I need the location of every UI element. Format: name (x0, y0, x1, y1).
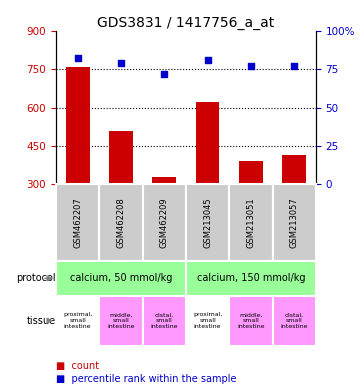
Bar (56, 261, 186, 296)
Point (248, 63, 254, 69)
Point (291, 63, 297, 69)
Point (205, 57, 210, 63)
Bar (229, 184, 273, 261)
Text: GSM462209: GSM462209 (160, 197, 169, 248)
Text: calcium, 50 mmol/kg: calcium, 50 mmol/kg (70, 273, 172, 283)
Text: proximal,
small
intestine: proximal, small intestine (193, 312, 222, 329)
Text: ■  percentile rank within the sample: ■ percentile rank within the sample (56, 374, 236, 384)
Bar (239, 161, 263, 184)
Bar (152, 177, 176, 184)
Bar (273, 296, 316, 346)
Bar (56, 184, 99, 261)
Point (75, 55, 81, 61)
Text: GSM462207: GSM462207 (73, 197, 82, 248)
Bar (56, 296, 99, 346)
Bar (99, 184, 143, 261)
Text: ■  count: ■ count (56, 361, 99, 371)
Bar (143, 296, 186, 346)
Bar (99, 296, 143, 346)
Text: GSM213051: GSM213051 (247, 197, 255, 248)
Text: GSM213057: GSM213057 (290, 197, 299, 248)
Text: protocol: protocol (16, 273, 56, 283)
Point (118, 60, 124, 66)
Text: distal,
small
intestine: distal, small intestine (151, 312, 178, 329)
Title: GDS3831 / 1417756_a_at: GDS3831 / 1417756_a_at (97, 16, 274, 30)
Bar (229, 296, 273, 346)
Text: distal,
small
intestine: distal, small intestine (280, 312, 308, 329)
Point (161, 71, 167, 77)
Text: calcium, 150 mmol/kg: calcium, 150 mmol/kg (197, 273, 305, 283)
Bar (282, 155, 306, 184)
Text: proximal,
small
intestine: proximal, small intestine (63, 312, 92, 329)
Text: middle,
small
intestine: middle, small intestine (237, 312, 265, 329)
Bar (273, 184, 316, 261)
Text: middle,
small
intestine: middle, small intestine (107, 312, 135, 329)
Bar (66, 66, 90, 184)
Bar (186, 184, 229, 261)
Bar (186, 296, 229, 346)
Bar (143, 184, 186, 261)
Text: GSM213045: GSM213045 (203, 197, 212, 248)
Bar (109, 131, 133, 184)
Bar (186, 261, 316, 296)
Text: GSM462208: GSM462208 (117, 197, 125, 248)
Bar (196, 103, 219, 184)
Text: tissue: tissue (27, 316, 56, 326)
